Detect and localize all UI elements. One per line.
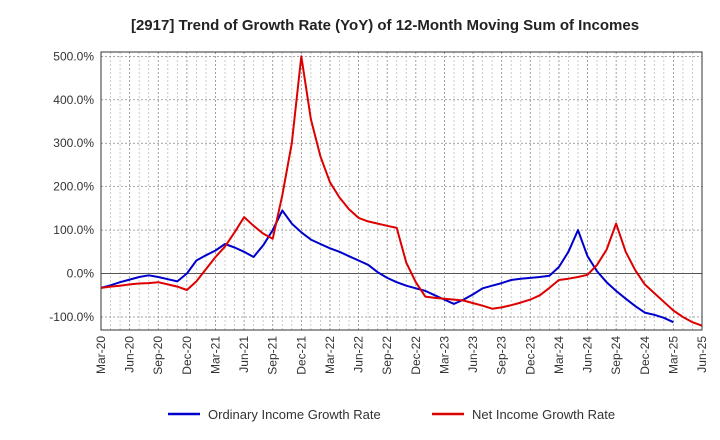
plot-area-frame [100,51,703,331]
y-tick-label: 300.0% [53,136,94,150]
x-tick-label: Sep-23 [495,336,509,375]
x-tick-label: Sep-20 [151,336,165,375]
x-axis-ticks: Mar-20 Jun-20 Sep-20 Dec-20 Mar-21 Jun-21 Sep-… [94,336,709,375]
legend: Ordinary Income Growth Rate Net Income Gr… [168,407,615,422]
x-tick-label: Jun-25 [695,336,709,373]
y-tick-label: 400.0% [53,93,94,107]
chart-title: [2917] Trend of Growth Rate (YoY) of 12-… [131,17,639,34]
x-tick-label: Mar-20 [94,336,108,374]
y-axis-ticks: -100.0% 0.0% 100.0% 200.0% 300.0% 400.0% 500.0… [49,49,94,324]
series-line-1 [100,209,674,324]
x-tick-label: Sep-22 [380,336,394,375]
legend-label-2: Net Income Growth Rate [472,407,615,422]
series-line-2 [100,55,703,327]
x-tick-label: Dec-21 [294,336,308,375]
x-tick-label: Jun-21 [237,336,251,373]
x-tick-label: Dec-22 [409,336,423,375]
y-tick-label: 200.0% [53,180,94,194]
x-tick-label: Mar-25 [666,336,680,374]
y-tick-label: 500.0% [53,49,94,63]
x-tick-label: Sep-21 [266,336,280,375]
y-tick-label: 0.0% [67,267,95,281]
grid-lines [100,52,703,330]
x-tick-label: Dec-24 [638,336,652,375]
x-tick-label: Sep-24 [609,336,623,375]
y-tick-label: 100.0% [53,223,94,237]
data-series [100,55,703,327]
x-tick-label: Jun-22 [352,336,366,373]
x-tick-label: Dec-23 [523,336,537,375]
x-tick-label: Mar-21 [208,336,222,374]
x-tick-label: Jun-23 [466,336,480,373]
x-tick-label: Mar-23 [437,336,451,374]
legend-label-1: Ordinary Income Growth Rate [208,407,381,422]
x-tick-label: Jun-24 [581,336,595,373]
y-tick-label: -100.0% [49,310,94,324]
x-tick-label: Jun-20 [123,336,137,373]
x-tick-label: Mar-22 [323,336,337,374]
x-tick-label: Dec-20 [180,336,194,375]
x-tick-label: Mar-24 [552,336,566,374]
